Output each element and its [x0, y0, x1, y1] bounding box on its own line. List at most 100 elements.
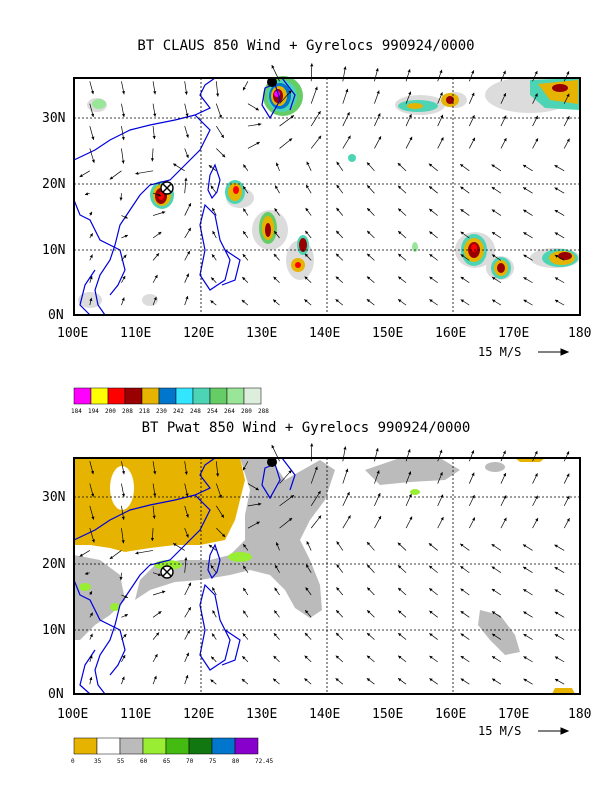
wind-vector: [405, 113, 412, 127]
wind-vector: [208, 164, 217, 172]
wind-vector: [437, 137, 444, 149]
wind-vector: [184, 606, 192, 618]
wind-vector: [459, 163, 470, 172]
wind-vector: [152, 126, 156, 140]
wind-vector: [366, 632, 375, 640]
wind-vector: [273, 655, 280, 663]
wind-vector: [366, 610, 375, 618]
wind-vector: [460, 186, 470, 194]
wind-vector: [242, 185, 249, 194]
wind-vector: [310, 110, 321, 127]
wind-vector: [460, 231, 470, 239]
wind-vector: [532, 473, 538, 484]
wind-vector: [437, 471, 443, 484]
colorbar-swatch: [175, 387, 194, 405]
colorbar-label: 288: [258, 408, 269, 415]
wind-vector: [184, 483, 189, 497]
wind-vector: [109, 550, 122, 560]
wind-vector: [152, 505, 156, 519]
wind-vector: [532, 93, 538, 104]
wind-vector: [460, 655, 470, 663]
wind-vector: [335, 253, 344, 261]
wind-vector: [523, 254, 533, 261]
wind-vector: [89, 233, 94, 239]
wind-vector: [208, 544, 217, 551]
wind-vector: [279, 494, 295, 507]
wind-vector: [279, 90, 292, 104]
wind-vector: [554, 566, 565, 574]
wind-vector: [274, 185, 280, 194]
colorbar-label: 218: [139, 408, 150, 415]
wind-vector: [336, 161, 344, 172]
wind-vector: [310, 135, 322, 149]
wind-vector: [152, 211, 166, 216]
panel2-wind-vectors: [79, 443, 570, 685]
wind-vector: [306, 161, 312, 171]
wind-vector: [273, 230, 280, 239]
colorbar-label: 80: [232, 758, 240, 765]
wind-vector: [500, 115, 507, 127]
wind-vector: [335, 677, 344, 685]
wind-vector: [460, 208, 470, 216]
wind-vector: [274, 564, 280, 573]
wind-vector: [342, 111, 350, 127]
wind-vector: [121, 81, 126, 95]
wind-vector: [336, 564, 344, 573]
wind-vector: [554, 633, 565, 640]
colorbar-swatch: [119, 737, 144, 755]
wind-vector: [121, 633, 127, 640]
wind-vector: [279, 469, 292, 484]
wind-vector: [554, 277, 565, 284]
colorbar-swatch: [226, 387, 245, 405]
p2-ref-vector-label: 15 M/S: [478, 724, 521, 738]
wind-vector: [152, 632, 160, 640]
wind-vector: [215, 461, 220, 477]
wind-vector: [500, 495, 507, 507]
p1-ytick-30N: 30N: [42, 111, 65, 126]
wind-vector: [152, 653, 158, 663]
wind-vector: [150, 528, 155, 542]
wind-vector: [523, 588, 533, 596]
wind-vector: [211, 253, 217, 261]
wind-vector: [366, 207, 375, 216]
wind-vector: [522, 164, 533, 172]
colorbar-label: 35: [94, 758, 102, 765]
wind-vector: [242, 253, 249, 261]
wind-vector: [500, 517, 507, 529]
wind-vector: [366, 298, 375, 306]
wind-vector: [242, 81, 249, 91]
colorbar-swatch: [192, 387, 211, 405]
wind-vector: [304, 655, 312, 663]
wind-vector: [437, 92, 443, 104]
wind-vector: [405, 136, 413, 149]
wind-vector: [374, 68, 379, 82]
p2-xtick-160E: 160E: [435, 707, 466, 722]
colorbar-swatch: [90, 387, 109, 405]
wind-vector: [366, 162, 375, 172]
wind-vector: [429, 299, 438, 306]
wind-vector: [532, 115, 539, 127]
wind-vector: [216, 505, 225, 518]
wind-vector: [184, 273, 190, 283]
colorbar-swatch: [211, 737, 236, 755]
wind-vector: [429, 231, 438, 239]
colorbar-label: 75: [209, 758, 217, 765]
p2-xtick-100E: 100E: [57, 707, 88, 722]
wind-vector: [405, 471, 412, 484]
wind-vector: [121, 594, 128, 598]
wind-vector: [523, 678, 533, 685]
wind-vector: [366, 564, 375, 573]
wind-vector: [135, 170, 154, 175]
wind-vector: [79, 550, 90, 557]
wind-vector: [429, 678, 438, 685]
wind-vector: [563, 115, 570, 127]
wind-vector: [184, 81, 188, 95]
wind-vector: [247, 141, 260, 149]
wind-vector: [215, 81, 220, 97]
wind-vector: [437, 69, 443, 82]
wind-vector: [491, 254, 502, 261]
wind-vector: [397, 564, 407, 573]
wind-vector: [491, 543, 502, 551]
colorbar-label: 254: [207, 408, 218, 415]
wind-vector: [554, 544, 565, 551]
